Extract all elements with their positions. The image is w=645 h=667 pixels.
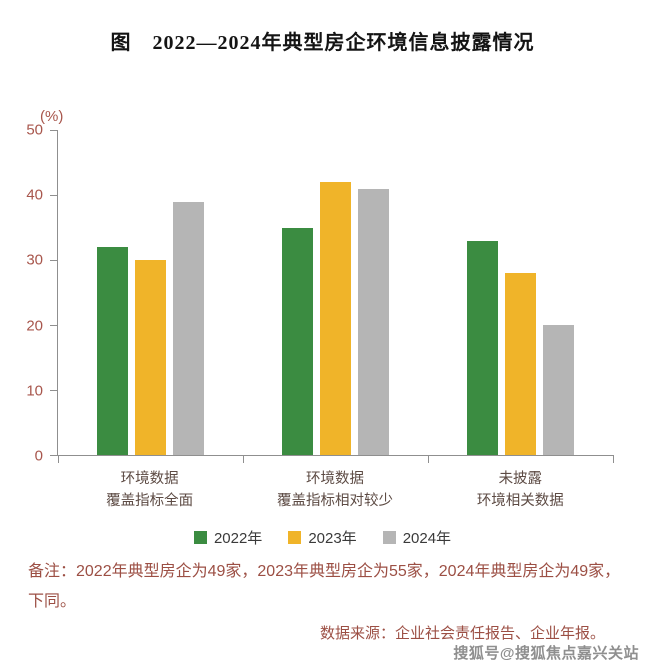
- x-category-line: 环境数据: [305, 471, 364, 487]
- y-tick-mark: [50, 129, 58, 131]
- bar-2022年: [97, 247, 128, 455]
- legend-swatch: [193, 531, 207, 544]
- y-tick-label: 10: [26, 382, 43, 400]
- x-tick-mark: [243, 455, 244, 463]
- x-category-line: 环境数据: [120, 471, 179, 487]
- legend-label: 2022年: [213, 530, 263, 547]
- legend-swatch: [382, 531, 396, 544]
- x-tick-mark: [613, 455, 614, 463]
- legend-item: 2024年: [382, 527, 452, 548]
- bar-chart: 0 10 20 30 40 50 环境数据 覆盖指标全面 环境数据 覆盖指标相对较少 未披露 环境相…: [26, 122, 614, 509]
- bar-2023年: [320, 182, 351, 455]
- y-tick-label: 0: [34, 447, 43, 465]
- x-category-line: 覆盖指标相对较少: [276, 492, 393, 509]
- chart-legend: 2022年 2023年 2024年: [0, 527, 645, 548]
- legend-swatch: [288, 531, 302, 544]
- x-category-label: 环境数据覆盖指标全面: [57, 469, 242, 513]
- y-tick-label: 50: [26, 121, 43, 139]
- bar-2023年: [505, 273, 536, 455]
- y-tick-label: 30: [26, 251, 43, 269]
- x-category-line: 未披露: [498, 471, 543, 487]
- y-axis-unit-label: (%): [40, 108, 64, 125]
- bar-2022年: [467, 240, 498, 455]
- bar-2023年: [135, 260, 166, 455]
- bar-2024年: [358, 188, 389, 455]
- x-axis-labels: 环境数据 覆盖指标全面 环境数据 覆盖指标相对较少 未披露 环境相关数据: [57, 469, 613, 513]
- watermark: 搜狐号@搜狐焦点嘉兴关站: [453, 645, 639, 662]
- x-category-line: 环境相关数据: [476, 492, 564, 509]
- plot-area: [50, 129, 614, 463]
- data-source: 数据来源：企业社会责任报告、企业年报。: [319, 625, 605, 642]
- x-tick-mark: [58, 455, 59, 463]
- bar-group: [243, 130, 428, 455]
- bar-group: [428, 130, 613, 455]
- page: 图 2022—2024年典型房企环境信息披露情况 (%) 0 10 20 30 40 50…: [0, 26, 645, 662]
- x-category-line: 覆盖指标全面: [106, 492, 194, 509]
- legend-label: 2024年: [402, 530, 452, 547]
- y-axis: 0 10 20 30 40 50: [26, 122, 46, 465]
- x-category-label: 未披露 环境相关数据: [428, 469, 613, 513]
- chart-title: 图 2022—2024年典型房企环境信息披露情况: [110, 32, 535, 54]
- x-category-label: 环境数据覆盖指标相对较少: [242, 469, 427, 513]
- legend-label: 2023年: [308, 530, 357, 547]
- x-tick-mark: [428, 455, 429, 463]
- bar-group: [58, 130, 243, 455]
- y-tick-label: 20: [26, 317, 43, 335]
- footnote: 备注：2022年典型房企为49家，2023年典型房企为55家，2024年典型房企…: [28, 563, 621, 610]
- y-tick-mark: [50, 454, 58, 456]
- y-tick-mark: [50, 259, 58, 261]
- y-tick-label: 40: [26, 186, 43, 204]
- bar-2024年: [543, 325, 574, 455]
- legend-item: 2023年: [288, 527, 357, 548]
- y-tick-mark: [50, 194, 58, 196]
- bar-2024年: [173, 201, 204, 455]
- bar-2022年: [282, 227, 313, 455]
- y-tick-mark: [50, 389, 58, 391]
- y-tick-mark: [50, 324, 58, 326]
- legend-item: 2022年: [193, 527, 263, 548]
